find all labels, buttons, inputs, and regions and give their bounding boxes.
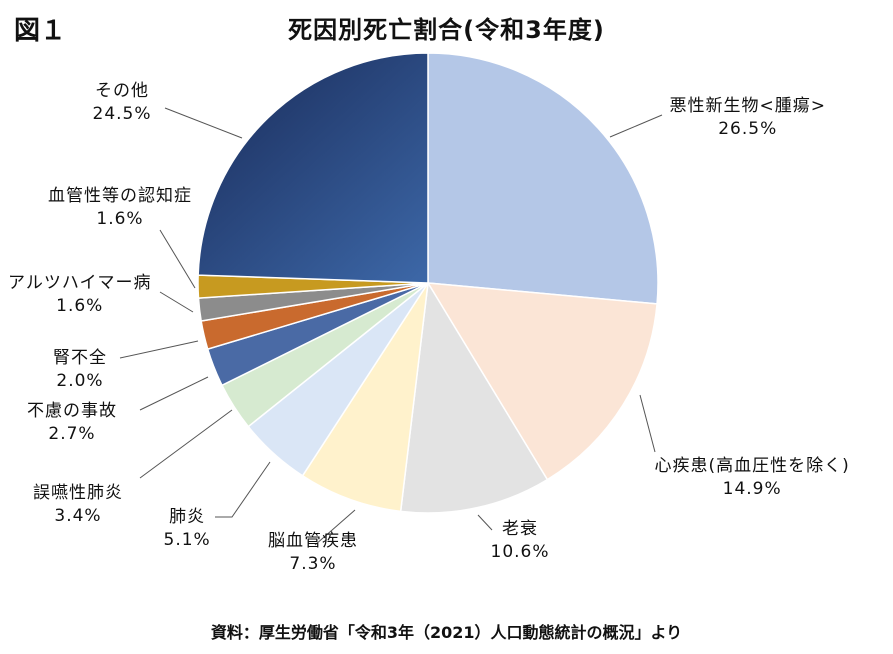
leader-lines xyxy=(119,107,663,546)
slice-value-label: 2.7% xyxy=(48,424,96,444)
slice-category-label: 不慮の事故 xyxy=(27,401,117,421)
slice-value-label: 2.0% xyxy=(56,371,104,391)
slice-category-label: 悪性新生物<腫瘍> xyxy=(669,96,826,116)
leader-line-3 xyxy=(477,514,493,531)
slice-value-label: 1.6% xyxy=(96,209,144,229)
leader-line-8 xyxy=(119,340,199,359)
slice-category-label: 腎不全 xyxy=(53,348,107,368)
slice-category-label: その他 xyxy=(95,81,149,101)
slice-label-4: 脳血管疾患 7.3% xyxy=(268,530,358,576)
pie-slices xyxy=(197,52,659,514)
figure-label: 図１ xyxy=(14,16,67,46)
slice-label-1: 悪性新生物<腫瘍> 26.5% xyxy=(670,95,827,141)
leader-line-2 xyxy=(639,394,656,453)
slice-value-label: 14.9% xyxy=(722,479,782,499)
slice-category-label: 心疾患(高血圧性を除く) xyxy=(654,456,850,476)
slice-label-2: 心疾患(高血圧性を除く) 14.9% xyxy=(655,455,850,501)
pie-slice-11 xyxy=(197,52,429,284)
slice-label-7: 不慮の事故 2.7% xyxy=(27,400,117,446)
slice-label-3: 老衰 10.6% xyxy=(491,518,550,564)
pie-slice-1 xyxy=(427,52,659,305)
leader-line-5 xyxy=(215,461,271,518)
pie-slice-4 xyxy=(301,282,429,513)
slice-label-9: アルツハイマー病 1.6% xyxy=(8,272,152,318)
slice-category-label: アルツハイマー病 xyxy=(8,273,152,293)
slice-category-label: 脳血管疾患 xyxy=(268,531,358,551)
slice-value-label: 24.5% xyxy=(92,104,152,124)
slice-value-label: 1.6% xyxy=(56,296,104,316)
slice-value-label: 5.1% xyxy=(163,530,211,550)
leader-line-6 xyxy=(139,409,233,479)
leader-line-10 xyxy=(159,229,196,289)
leader-line-1 xyxy=(609,114,663,138)
slice-label-5: 肺炎 5.1% xyxy=(164,506,211,552)
slice-value-label: 10.6% xyxy=(490,542,550,562)
slice-label-10: 血管性等の認知症 1.6% xyxy=(48,185,192,231)
slice-label-6: 誤嚥性肺炎 3.4% xyxy=(33,482,123,528)
leader-line-7 xyxy=(139,376,209,411)
leader-line-9 xyxy=(159,291,194,313)
pie-slice-2 xyxy=(426,282,658,481)
slice-category-label: 血管性等の認知症 xyxy=(48,186,192,206)
slice-category-label: 肺炎 xyxy=(169,507,206,527)
slice-value-label: 3.4% xyxy=(54,506,102,526)
leader-line-11 xyxy=(164,107,243,139)
slice-label-11: その他 24.5% xyxy=(93,80,152,126)
slice-value-label: 26.5% xyxy=(718,119,778,139)
slice-value-label: 7.3% xyxy=(289,554,337,574)
slice-category-label: 誤嚥性肺炎 xyxy=(33,483,123,503)
slice-category-label: 老衰 xyxy=(502,519,538,539)
leader-line-4 xyxy=(314,509,356,546)
pie-slice-3 xyxy=(399,280,549,514)
slice-label-8: 腎不全 2.0% xyxy=(53,347,107,393)
source-footnote: 資料：厚生労働省「令和3年（2021）人口動態統計の概況」より xyxy=(210,623,683,642)
chart-title: 死因別死亡割合(令和3年度) xyxy=(288,16,605,44)
